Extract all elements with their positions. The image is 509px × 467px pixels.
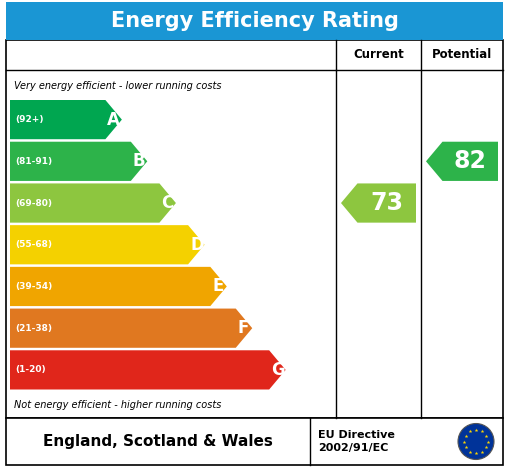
Bar bbox=[6, 2, 503, 40]
Polygon shape bbox=[341, 184, 416, 223]
Text: C: C bbox=[161, 194, 174, 212]
Text: B: B bbox=[133, 152, 146, 170]
Text: G: G bbox=[271, 361, 285, 379]
Text: Energy Efficiency Rating: Energy Efficiency Rating bbox=[110, 11, 399, 31]
Polygon shape bbox=[10, 267, 227, 306]
Text: (1-20): (1-20) bbox=[15, 365, 46, 375]
Text: (55-68): (55-68) bbox=[15, 240, 52, 249]
Text: England, Scotland & Wales: England, Scotland & Wales bbox=[43, 434, 273, 449]
Text: Not energy efficient - higher running costs: Not energy efficient - higher running co… bbox=[14, 400, 221, 410]
Circle shape bbox=[458, 424, 494, 460]
Text: 82: 82 bbox=[454, 149, 487, 173]
Text: Very energy efficient - lower running costs: Very energy efficient - lower running co… bbox=[14, 81, 221, 91]
Text: F: F bbox=[238, 319, 249, 337]
Polygon shape bbox=[10, 184, 176, 223]
Text: 73: 73 bbox=[370, 191, 403, 215]
Text: D: D bbox=[190, 236, 204, 254]
Text: Current: Current bbox=[353, 49, 404, 62]
Polygon shape bbox=[426, 142, 498, 181]
Polygon shape bbox=[10, 100, 122, 139]
Polygon shape bbox=[10, 350, 286, 389]
Polygon shape bbox=[10, 225, 205, 264]
Bar bbox=[6, 418, 503, 465]
Text: (92+): (92+) bbox=[15, 115, 43, 124]
Text: Potential: Potential bbox=[432, 49, 492, 62]
Text: E: E bbox=[212, 277, 224, 296]
Polygon shape bbox=[10, 309, 252, 348]
Text: (81-91): (81-91) bbox=[15, 157, 52, 166]
Text: A: A bbox=[107, 111, 120, 128]
Text: (69-80): (69-80) bbox=[15, 198, 52, 207]
Text: (39-54): (39-54) bbox=[15, 282, 52, 291]
Text: (21-38): (21-38) bbox=[15, 324, 52, 333]
Polygon shape bbox=[10, 142, 147, 181]
Bar bbox=[6, 40, 503, 418]
Text: EU Directive
2002/91/EC: EU Directive 2002/91/EC bbox=[318, 430, 395, 453]
